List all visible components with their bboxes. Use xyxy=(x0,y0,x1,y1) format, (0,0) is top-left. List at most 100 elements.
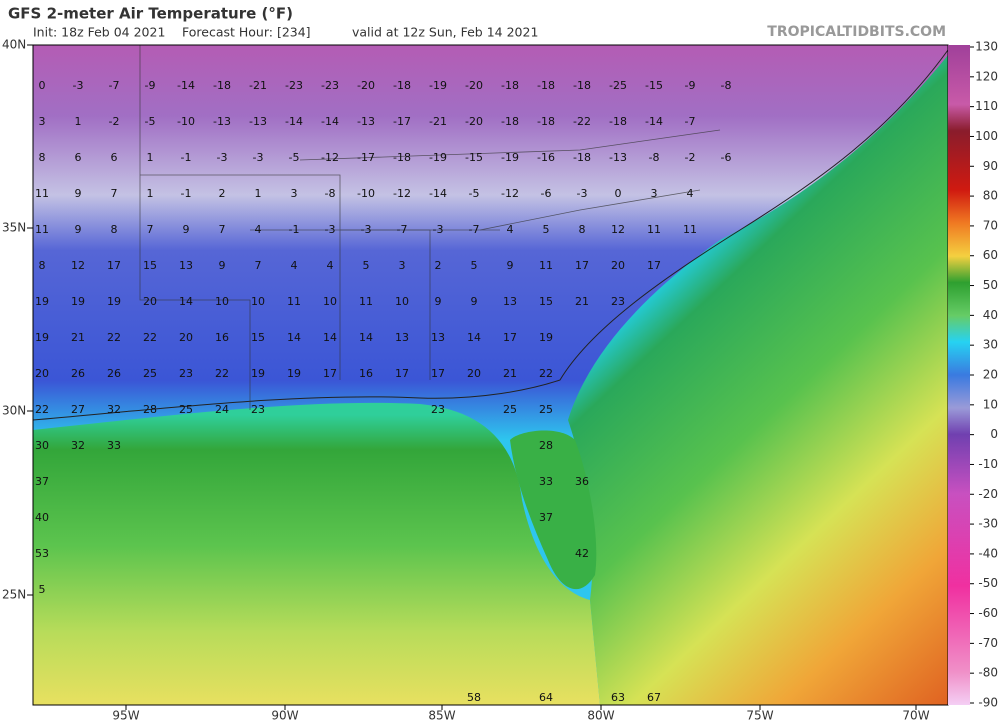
temperature-label: 20 xyxy=(143,295,157,308)
temperature-label: 42 xyxy=(575,547,589,560)
temperature-label: -14 xyxy=(429,187,447,200)
forecast-hour: Forecast Hour: [234] xyxy=(182,25,311,40)
temperature-label: -25 xyxy=(609,79,627,92)
temperature-label: -12 xyxy=(501,187,519,200)
temperature-label: 21 xyxy=(71,331,85,344)
temperature-label: 16 xyxy=(215,331,229,344)
temperature-label: -8 xyxy=(721,79,732,92)
temperature-label: -18 xyxy=(501,79,519,92)
temperature-label: -14 xyxy=(321,115,339,128)
temperature-label: 5 xyxy=(543,223,550,236)
temperature-label: -15 xyxy=(645,79,663,92)
temperature-label: 25 xyxy=(179,403,193,416)
colorbar xyxy=(948,45,970,705)
colorbar-label: 70 xyxy=(983,218,998,232)
temperature-label: -6 xyxy=(541,187,552,200)
temperature-label: 67 xyxy=(647,691,661,704)
temperature-label: 7 xyxy=(147,223,154,236)
temperature-label: 14 xyxy=(287,331,301,344)
temperature-label: 33 xyxy=(539,475,553,488)
temperature-label: -18 xyxy=(573,151,591,164)
temperature-label: -5 xyxy=(289,151,300,164)
temperature-label: -17 xyxy=(357,151,375,164)
temperature-label: 13 xyxy=(431,331,445,344)
temperature-label: 17 xyxy=(575,259,589,272)
lon-label: 95W xyxy=(112,709,139,723)
temperature-label: 23 xyxy=(251,403,265,416)
temperature-label: -14 xyxy=(645,115,663,128)
temperature-label: -18 xyxy=(501,115,519,128)
temperature-label: 1 xyxy=(147,151,154,164)
lon-label: 80W xyxy=(587,709,614,723)
colorbar-label: 30 xyxy=(983,338,998,352)
temperature-label: -9 xyxy=(685,79,696,92)
colorbar-label: 20 xyxy=(983,368,998,382)
temperature-label: -1 xyxy=(181,151,192,164)
colorbar-label: -60 xyxy=(978,606,998,620)
temperature-label: 9 xyxy=(507,259,514,272)
temperature-label: -20 xyxy=(357,79,375,92)
temperature-label: -23 xyxy=(321,79,339,92)
temperature-label: 0 xyxy=(615,187,622,200)
temperature-label: 1 xyxy=(147,187,154,200)
temperature-label: -13 xyxy=(213,115,231,128)
temperature-label: 8 xyxy=(39,151,46,164)
colorbar-label: 80 xyxy=(983,189,998,203)
colorbar-label: 90 xyxy=(983,159,998,173)
temperature-label: 4 xyxy=(255,223,262,236)
temperature-label: 7 xyxy=(255,259,262,272)
colorbar-label: 0 xyxy=(990,427,998,441)
colorbar-label: 130 xyxy=(975,40,998,54)
temperature-label: 37 xyxy=(35,475,49,488)
temperature-label: 21 xyxy=(575,295,589,308)
temperature-label: 3 xyxy=(39,115,46,128)
temperature-label: 14 xyxy=(323,331,337,344)
temperature-label: 20 xyxy=(179,331,193,344)
temperature-label: 12 xyxy=(71,259,85,272)
temperature-label: -12 xyxy=(321,151,339,164)
colorbar-label: -70 xyxy=(978,636,998,650)
temperature-label: -7 xyxy=(109,79,120,92)
lat-label: 40N xyxy=(2,38,26,52)
temperature-label: 8 xyxy=(111,223,118,236)
temperature-label: 23 xyxy=(431,403,445,416)
temperature-label: 15 xyxy=(143,259,157,272)
init-time: Init: 18z Feb 04 2021 xyxy=(33,25,165,40)
temperature-label: 11 xyxy=(287,295,301,308)
temperature-label: -2 xyxy=(685,151,696,164)
temperature-label: 1 xyxy=(255,187,262,200)
temperature-label: 6 xyxy=(111,151,118,164)
temperature-label: -18 xyxy=(537,115,555,128)
temperature-label: -20 xyxy=(465,115,483,128)
temperature-label: 53 xyxy=(35,547,49,560)
temperature-label: -3 xyxy=(253,151,264,164)
temperature-label: 9 xyxy=(183,223,190,236)
temperature-label: -21 xyxy=(249,79,267,92)
temperature-label: 2 xyxy=(219,187,226,200)
temperature-label: -6 xyxy=(721,151,732,164)
temperature-label: -16 xyxy=(537,151,555,164)
temperature-label: 11 xyxy=(539,259,553,272)
temperature-label: 9 xyxy=(219,259,226,272)
temperature-label: 3 xyxy=(291,187,298,200)
temperature-label: 6 xyxy=(75,151,82,164)
temperature-label: 36 xyxy=(575,475,589,488)
temperature-label: 23 xyxy=(611,295,625,308)
temperature-label: 14 xyxy=(179,295,193,308)
temperature-label: 23 xyxy=(179,367,193,380)
temperature-label: -18 xyxy=(393,151,411,164)
temperature-label: 17 xyxy=(395,367,409,380)
valid-time: valid at 12z Sun, Feb 14 2021 xyxy=(352,25,538,40)
temperature-label: 22 xyxy=(539,367,553,380)
temperature-label: -19 xyxy=(501,151,519,164)
temperature-label: 5 xyxy=(471,259,478,272)
temperature-label: 22 xyxy=(35,403,49,416)
temperature-label: 1 xyxy=(75,115,82,128)
temperature-label: 15 xyxy=(251,331,265,344)
temperature-label: 19 xyxy=(287,367,301,380)
temperature-label: -7 xyxy=(469,223,480,236)
lon-label: 70W xyxy=(902,709,929,723)
temperature-label: 25 xyxy=(503,403,517,416)
